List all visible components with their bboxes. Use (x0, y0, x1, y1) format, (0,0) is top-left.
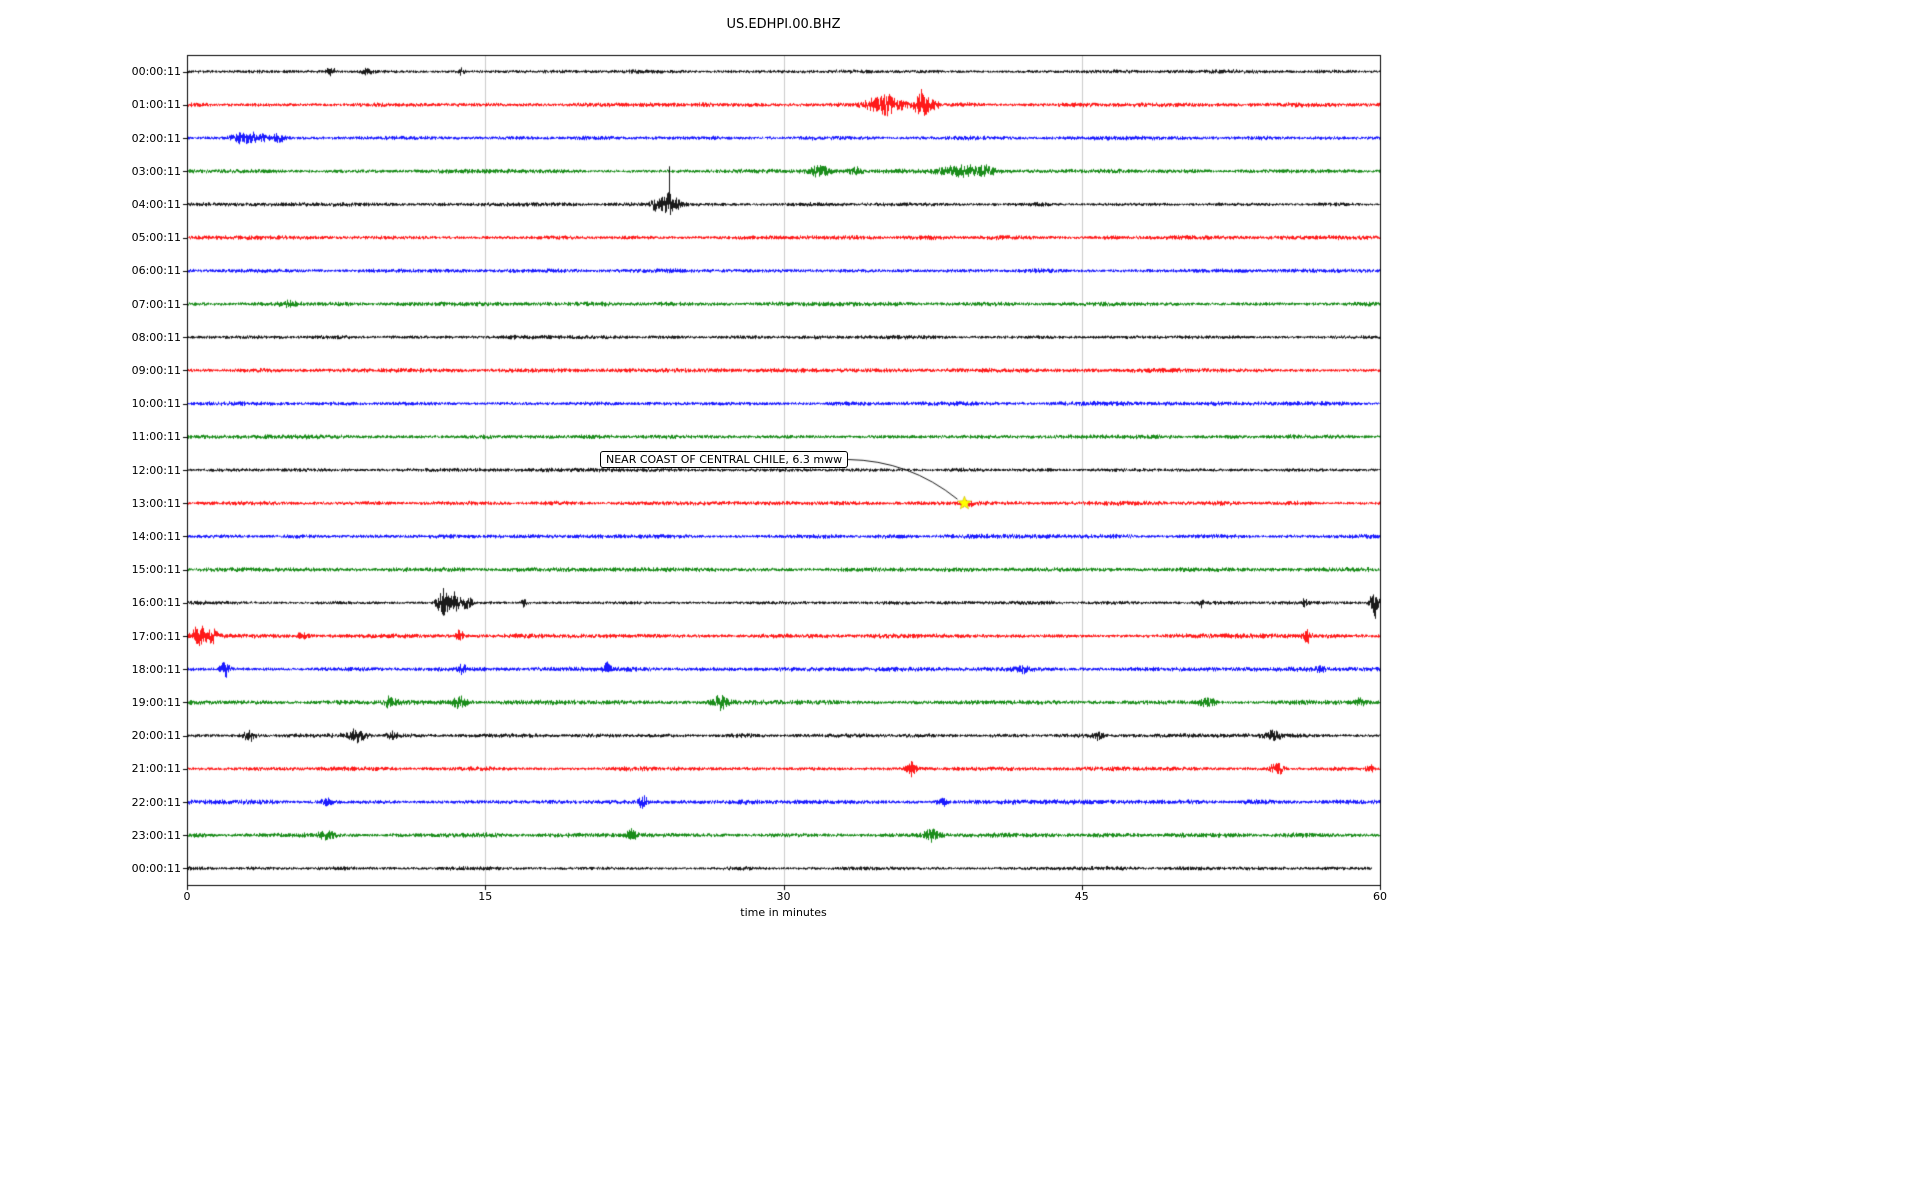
trace-time-label: 19:00:11 (131, 695, 181, 709)
trace-time-label: 03:00:11 (131, 164, 181, 178)
x-axis-label: time in minutes (740, 906, 827, 919)
trace-time-label: 20:00:11 (131, 729, 181, 743)
x-tick-label: 45 (1074, 890, 1089, 903)
trace-time-label: 13:00:11 (131, 496, 181, 510)
x-tick-label: 60 (1373, 890, 1387, 903)
trace-time-label: 18:00:11 (131, 662, 181, 676)
trace-time-label: 08:00:11 (131, 330, 181, 344)
trace-time-label: 10:00:11 (131, 397, 181, 411)
trace-time-label: 07:00:11 (131, 297, 181, 311)
trace-time-label: 06:00:11 (131, 264, 181, 278)
trace-time-label: 00:00:11 (131, 65, 181, 79)
trace-time-label: 15:00:11 (131, 563, 181, 577)
plot-title: US.EDHPI.00.BHZ (726, 17, 841, 32)
trace-time-label: 14:00:11 (131, 529, 181, 543)
x-tick-label: 15 (478, 890, 493, 903)
trace-time-label: 04:00:11 (131, 197, 181, 211)
trace-time-label: 11:00:11 (131, 430, 181, 444)
trace-time-label: 12:00:11 (131, 463, 181, 477)
x-tick-label: 0 (183, 890, 191, 903)
trace-time-label: 09:00:11 (131, 363, 181, 377)
trace-time-label: 21:00:11 (131, 762, 181, 776)
trace-time-label: 01:00:11 (131, 98, 181, 112)
trace-time-label: 22:00:11 (131, 795, 181, 809)
event-annotation: NEAR COAST OF CENTRAL CHILE, 6.3 mww (600, 451, 849, 468)
trace-time-label: 16:00:11 (131, 596, 181, 610)
trace-time-label: 17:00:11 (131, 629, 181, 643)
trace-time-label: 23:00:11 (131, 828, 181, 842)
event-annotation-text: NEAR COAST OF CENTRAL CHILE, 6.3 mww (606, 453, 843, 466)
x-tick-label: 30 (776, 890, 791, 903)
trace-time-label: 05:00:11 (131, 231, 181, 245)
trace-time-label: 02:00:11 (131, 131, 181, 145)
trace-time-label: 00:00:11 (131, 861, 181, 875)
